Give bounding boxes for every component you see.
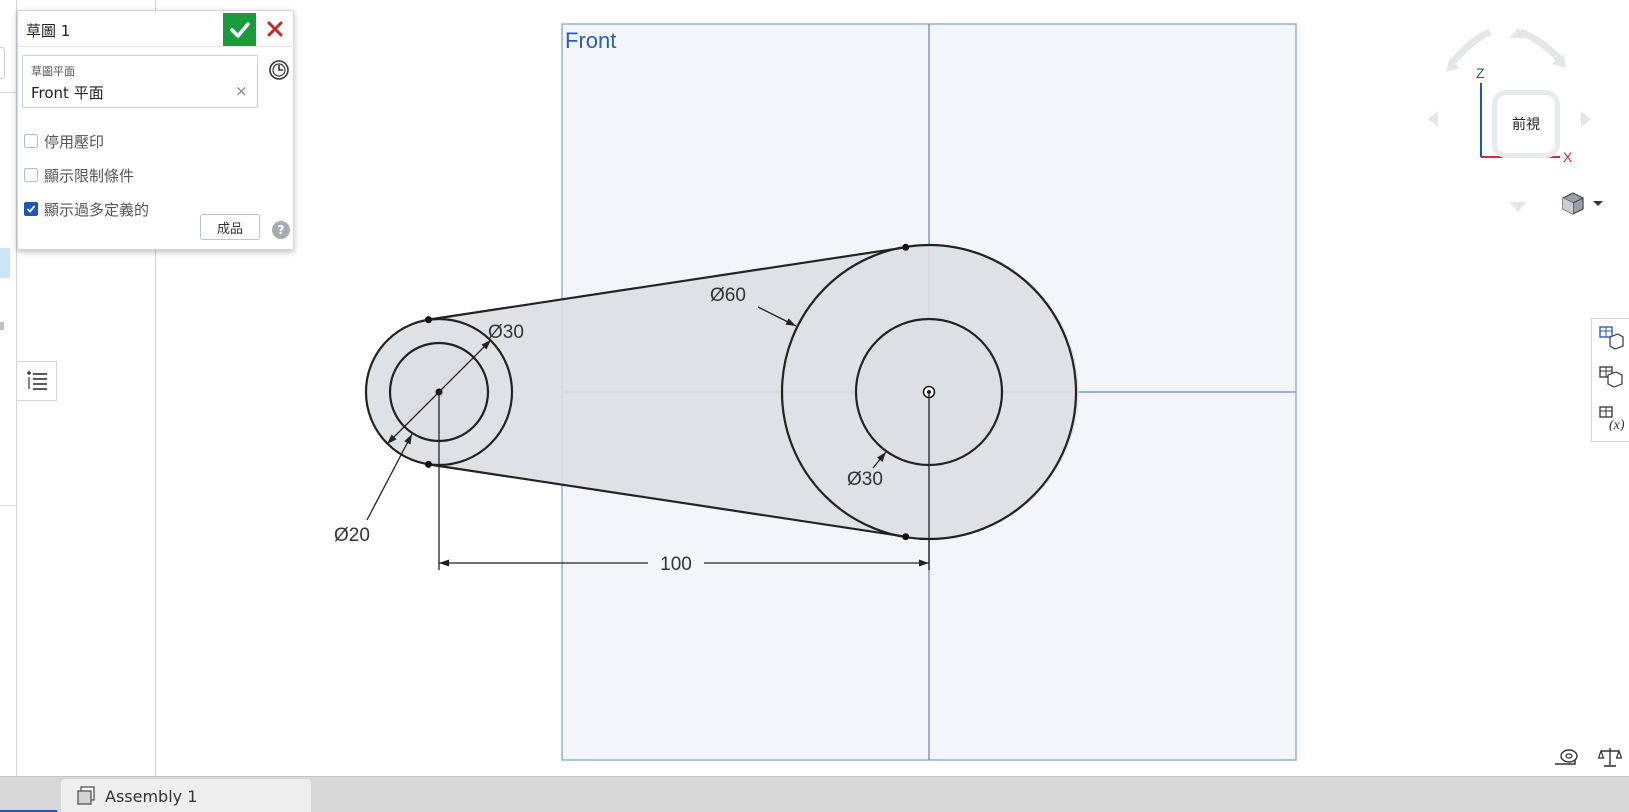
checkbox[interactable] — [24, 168, 38, 182]
view-right-arrow[interactable] — [1581, 111, 1591, 127]
sketch-plane-value: Front 平面 — [31, 84, 104, 102]
list-icon — [26, 371, 47, 390]
chevron-down-icon — [1593, 201, 1603, 206]
clear-plane-button[interactable]: × — [235, 82, 248, 100]
tab-bar: Assembly 1 — [0, 776, 1629, 812]
svg-text:(x): (x) — [1609, 418, 1624, 431]
top-tangent-line[interactable] — [428, 246, 906, 321]
tangent-point[interactable] — [425, 460, 432, 468]
assembly-icon — [77, 786, 95, 805]
custom-table-button[interactable]: (x) — [1596, 403, 1626, 433]
cube-icon — [1562, 192, 1584, 215]
accept-button[interactable] — [223, 13, 256, 46]
checkbox-show-constraints[interactable]: 顯示限制條件 — [24, 164, 134, 186]
checkbox-label: 停用壓印 — [44, 132, 105, 151]
rotate-left-arrow[interactable] — [1447, 28, 1492, 69]
tab-assembly[interactable]: Assembly 1 — [61, 779, 311, 812]
z-axis-label: Z — [1476, 65, 1485, 81]
render-mode-dropdown[interactable] — [1560, 188, 1610, 218]
bottom-tangent-line[interactable] — [428, 463, 906, 538]
leader-small-inner — [366, 433, 413, 521]
dim-center-distance[interactable]: 100 — [660, 554, 692, 575]
variable-table-button[interactable] — [1596, 363, 1626, 393]
variable-cube-icon — [1599, 366, 1623, 388]
scale-icon[interactable] — [1598, 746, 1622, 768]
view-down-arrow[interactable] — [1510, 202, 1526, 212]
left-feature-strip — [0, 0, 17, 776]
dim-small-outer[interactable]: Ø30 — [488, 322, 524, 343]
leader-large-inner — [872, 451, 887, 469]
tangent-point[interactable] — [425, 316, 432, 324]
table-cube-icon — [1599, 326, 1624, 350]
close-icon — [267, 21, 283, 37]
tab-label: Assembly 1 — [105, 786, 198, 806]
checkbox[interactable] — [24, 134, 38, 148]
configuration-panel-button[interactable] — [1596, 323, 1626, 353]
function-icon: (x) — [1599, 406, 1624, 431]
checkbox-show-overdefined[interactable]: 顯示過多定義的 — [24, 198, 149, 220]
checkbox-checked[interactable] — [24, 202, 38, 216]
right-toolbar: (x) — [1591, 318, 1629, 442]
cancel-button[interactable] — [261, 15, 289, 43]
dialog-title: 草圖 1 — [26, 22, 71, 40]
panel-divider — [155, 0, 156, 776]
active-tab-indicator — [0, 810, 57, 812]
feature-list-toggle[interactable] — [17, 361, 57, 401]
view-up-arrow[interactable] — [1510, 28, 1526, 38]
finish-button[interactable]: 成品 — [200, 214, 260, 240]
checkbox-label: 顯示過多定義的 — [44, 200, 150, 219]
check-icon — [26, 205, 36, 213]
view-cube-controls[interactable]: Z X — [1420, 20, 1600, 220]
view-cube[interactable]: Z X 前視 — [1420, 20, 1600, 220]
dim-small-inner[interactable]: Ø20 — [334, 525, 370, 546]
rotate-right-arrow[interactable] — [1518, 28, 1563, 63]
tape-measure-icon[interactable] — [1553, 748, 1579, 768]
help-icon[interactable]: ? — [272, 221, 290, 239]
cube-face-front[interactable]: 前視 — [1492, 90, 1560, 158]
graphics-viewport[interactable]: Front Ø30 — [0, 0, 1629, 776]
clock-icon[interactable] — [268, 59, 290, 81]
sketch-plane-label: 草圖平面 — [31, 65, 75, 78]
tangent-point[interactable] — [902, 533, 910, 541]
dim-large-outer[interactable]: Ø60 — [710, 285, 746, 306]
view-left-arrow[interactable] — [1428, 111, 1438, 127]
sketch-region[interactable] — [364, 245, 1079, 540]
leader-large-outer — [757, 306, 797, 327]
checkbox-disable-imprint[interactable]: 停用壓印 — [24, 130, 104, 152]
sketch-canvas[interactable]: Front Ø30 — [0, 0, 1629, 776]
tangent-point[interactable] — [902, 243, 910, 251]
plane-name-label: Front — [565, 28, 616, 53]
checkbox-label: 顯示限制條件 — [44, 166, 135, 185]
dialog-header: 草圖 1 — [18, 11, 295, 47]
checkmark-icon — [229, 21, 250, 38]
sketch-dialog: 草圖 1 草圖平面 Front 平面 × 停用壓印 — [17, 10, 295, 250]
x-axis-label: X — [1563, 149, 1573, 165]
dim-large-inner[interactable]: Ø30 — [847, 469, 883, 490]
sketch-plane-field[interactable]: 草圖平面 Front 平面 × — [22, 55, 258, 108]
